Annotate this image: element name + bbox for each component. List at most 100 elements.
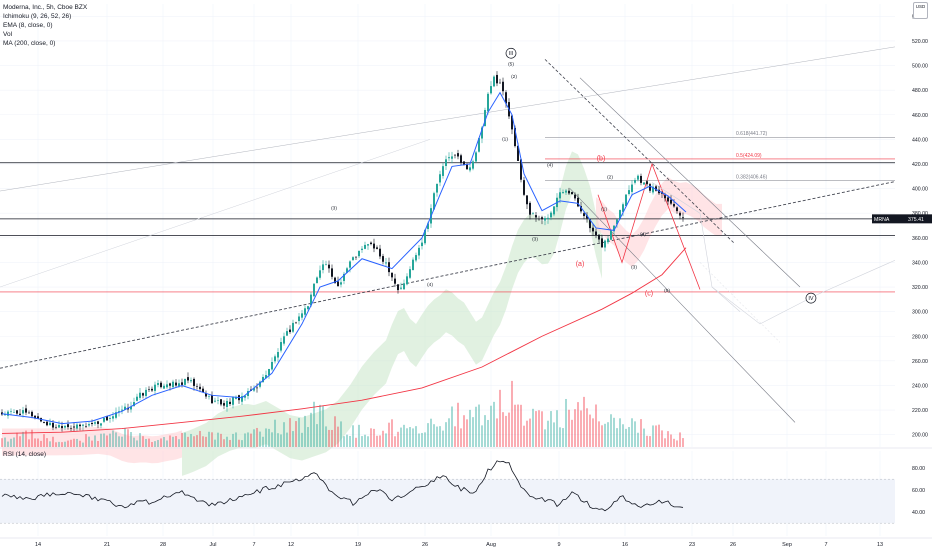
indicator-volume[interactable]: Vol <box>3 31 13 38</box>
candle-body <box>493 76 495 87</box>
wave-label: (4) <box>427 282 433 288</box>
volume-bar <box>616 428 618 447</box>
candle-body <box>502 81 504 92</box>
candle-body <box>49 422 51 426</box>
candle-body <box>352 257 354 261</box>
candle-body <box>178 383 180 387</box>
candle-body <box>235 396 237 399</box>
candle-body <box>475 152 477 162</box>
volume-bar <box>31 429 33 447</box>
candle-body <box>673 204 675 207</box>
volume-bar <box>466 419 468 447</box>
volume-bar <box>214 439 216 447</box>
volume-bar <box>625 428 627 447</box>
volume-bar <box>253 429 255 447</box>
currency-button[interactable]: USD <box>913 2 928 19</box>
volume-bar <box>505 415 507 447</box>
wave-label: (3) <box>331 206 337 212</box>
volume-bar <box>130 432 132 447</box>
volume-bar <box>328 429 330 447</box>
candle-body <box>172 381 174 388</box>
candle-body <box>61 426 63 429</box>
volume-bar <box>517 404 519 447</box>
candle-body <box>46 421 48 426</box>
volume-bar <box>352 425 354 447</box>
candle-body <box>490 86 492 94</box>
time-tick-label: 26 <box>730 542 736 548</box>
volume-bar <box>439 426 441 447</box>
rsi-title[interactable]: RSI (14, close) <box>3 451 46 458</box>
candle-body <box>304 308 306 315</box>
candle-body <box>373 243 375 249</box>
volume-bar <box>133 437 135 447</box>
rsi-panel: 80.00 60.00 40.00 <box>0 447 932 524</box>
candle-body <box>115 412 117 418</box>
volume-bar <box>514 404 516 447</box>
candle-body <box>601 238 603 248</box>
indicator-ema[interactable]: EMA (8, close, 0) <box>3 22 53 29</box>
volume-bar <box>451 406 453 447</box>
wave-label: III <box>509 51 514 57</box>
candle-body <box>466 164 468 170</box>
candle-body <box>538 218 540 220</box>
candle-body <box>301 313 303 318</box>
volume-bar <box>538 410 540 447</box>
candle-body <box>247 391 249 396</box>
volume-bar <box>385 433 387 447</box>
candle-body <box>634 179 636 183</box>
candle-body <box>310 294 312 306</box>
candle-body <box>292 322 294 332</box>
volume-bar <box>622 424 624 447</box>
volume-bar <box>409 427 411 447</box>
candle-body <box>376 247 378 249</box>
volume-bar <box>94 435 96 447</box>
candle-body <box>118 411 120 412</box>
volume-bar <box>427 423 429 447</box>
volume-bar <box>325 426 327 447</box>
candle-body <box>151 388 153 391</box>
volume-bar <box>46 438 48 447</box>
volume-bar <box>283 422 285 447</box>
candle-body <box>322 264 324 271</box>
volume-bar <box>184 432 186 447</box>
candle-body <box>547 217 549 220</box>
time-tick-label: 21 <box>104 542 110 548</box>
volume-bar <box>628 427 630 447</box>
candles-layer <box>1 71 684 432</box>
volume-bar <box>343 436 345 447</box>
price-tick-label: 340.00 <box>912 260 928 266</box>
candle-body <box>67 424 69 428</box>
volume-bar <box>34 438 36 447</box>
volume-bar <box>367 436 369 447</box>
candle-body <box>256 387 258 389</box>
candle-body <box>511 115 513 130</box>
volume-bar <box>91 440 93 447</box>
candle-body <box>88 424 90 426</box>
indicator-ma200[interactable]: MA (200, close, 0) <box>3 40 56 47</box>
indicator-ichimoku[interactable]: Ichimoku (9, 26, 52, 26) <box>3 13 72 20</box>
volume-bar <box>202 436 204 447</box>
horizontal-levels-layer: 0.618(441.72) 0.5(424.09) 0.382(406.46) <box>0 131 895 293</box>
candle-body <box>184 378 186 385</box>
candle-body <box>541 217 543 220</box>
candle-body <box>220 399 222 405</box>
candle-body <box>232 397 234 405</box>
volume-bar <box>601 425 603 447</box>
time-axis: 14 21 28 Jul 7 12 19 26 Aug 9 16 23 26 Sep 7 13 <box>0 537 932 548</box>
time-tick-label: 13 <box>877 542 883 548</box>
volume-bar <box>28 439 30 447</box>
rsi-line <box>1 460 684 512</box>
candle-body <box>145 389 147 396</box>
volume-bar <box>268 428 270 447</box>
candle-body <box>445 159 447 167</box>
candle-body <box>418 247 420 256</box>
candle-body <box>571 192 573 195</box>
candle-body <box>286 331 288 336</box>
candle-body <box>481 127 483 139</box>
candle-body <box>58 425 60 428</box>
candle-body <box>604 240 606 248</box>
volume-bar <box>40 440 42 447</box>
time-tick-label: 7 <box>824 542 827 548</box>
candle-body <box>448 157 450 159</box>
